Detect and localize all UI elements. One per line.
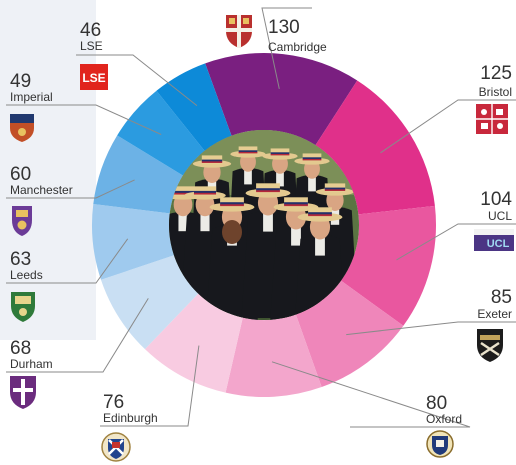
leader-line-leeds xyxy=(6,238,129,284)
bristol-crest-icon xyxy=(476,104,508,134)
slice-ucl xyxy=(340,205,436,326)
ucl-crest-icon: UCL xyxy=(474,229,514,251)
leader-line-durham xyxy=(6,298,149,373)
oxford-crest-icon xyxy=(426,430,454,458)
slice-edinburgh xyxy=(144,293,243,393)
leeds-crest-icon xyxy=(11,292,35,322)
leader-line-exeter xyxy=(346,321,516,336)
category-label-imperial: Imperial xyxy=(10,90,53,104)
leader-line-oxford xyxy=(271,361,471,428)
slice-cambridge xyxy=(205,52,358,146)
category-label-edinburgh: Edinburgh xyxy=(103,411,158,425)
category-label-leeds: Leeds xyxy=(10,268,43,282)
slice-lse xyxy=(156,63,232,151)
cambridge-crest-icon xyxy=(226,15,252,48)
durham-crest-icon xyxy=(10,376,36,409)
slice-durham xyxy=(100,255,199,350)
value-label-leeds: 63 xyxy=(10,249,31,270)
value-label-cambridge: 130 xyxy=(268,17,300,38)
category-label-bristol: Bristol xyxy=(479,85,512,99)
svg-text:UCL: UCL xyxy=(487,238,510,250)
imperial-crest-icon xyxy=(10,114,34,142)
value-label-durham: 68 xyxy=(10,338,31,359)
category-label-manchester: Manchester xyxy=(10,183,73,197)
category-label-oxford: Oxford xyxy=(426,412,462,426)
exeter-crest-icon xyxy=(477,329,503,362)
category-label-durham: Durham xyxy=(10,357,53,371)
leader-line-bristol xyxy=(380,99,516,154)
edinburgh-crest-icon xyxy=(101,432,131,462)
category-label-exeter: Exeter xyxy=(477,307,512,321)
manchester-crest-icon xyxy=(12,206,32,236)
slice-oxford xyxy=(225,314,322,397)
category-label-lse: LSE xyxy=(80,39,103,53)
leader-line-ucl xyxy=(396,223,516,261)
value-label-bristol: 125 xyxy=(480,63,512,84)
leader-line-edinburgh xyxy=(100,345,200,427)
value-label-ucl: 104 xyxy=(480,189,512,210)
value-label-oxford: 80 xyxy=(426,393,447,414)
value-label-edinburgh: 76 xyxy=(103,392,124,413)
value-label-lse: 46 xyxy=(80,20,101,41)
leader-line-manchester xyxy=(6,179,135,199)
lse-crest-icon: LSE xyxy=(80,64,108,90)
leader-line-cambridge xyxy=(261,7,312,90)
slice-imperial xyxy=(117,90,205,176)
slice-manchester xyxy=(93,135,183,214)
category-label-ucl: UCL xyxy=(488,209,512,223)
value-label-imperial: 49 xyxy=(10,71,31,92)
value-label-exeter: 85 xyxy=(491,287,512,308)
slice-bristol xyxy=(315,80,435,215)
value-label-manchester: 60 xyxy=(10,164,31,185)
svg-text:LSE: LSE xyxy=(82,71,105,85)
leader-line-imperial xyxy=(6,104,162,135)
leader-line-lse xyxy=(76,54,198,106)
category-label-cambridge: Cambridge xyxy=(268,40,327,54)
